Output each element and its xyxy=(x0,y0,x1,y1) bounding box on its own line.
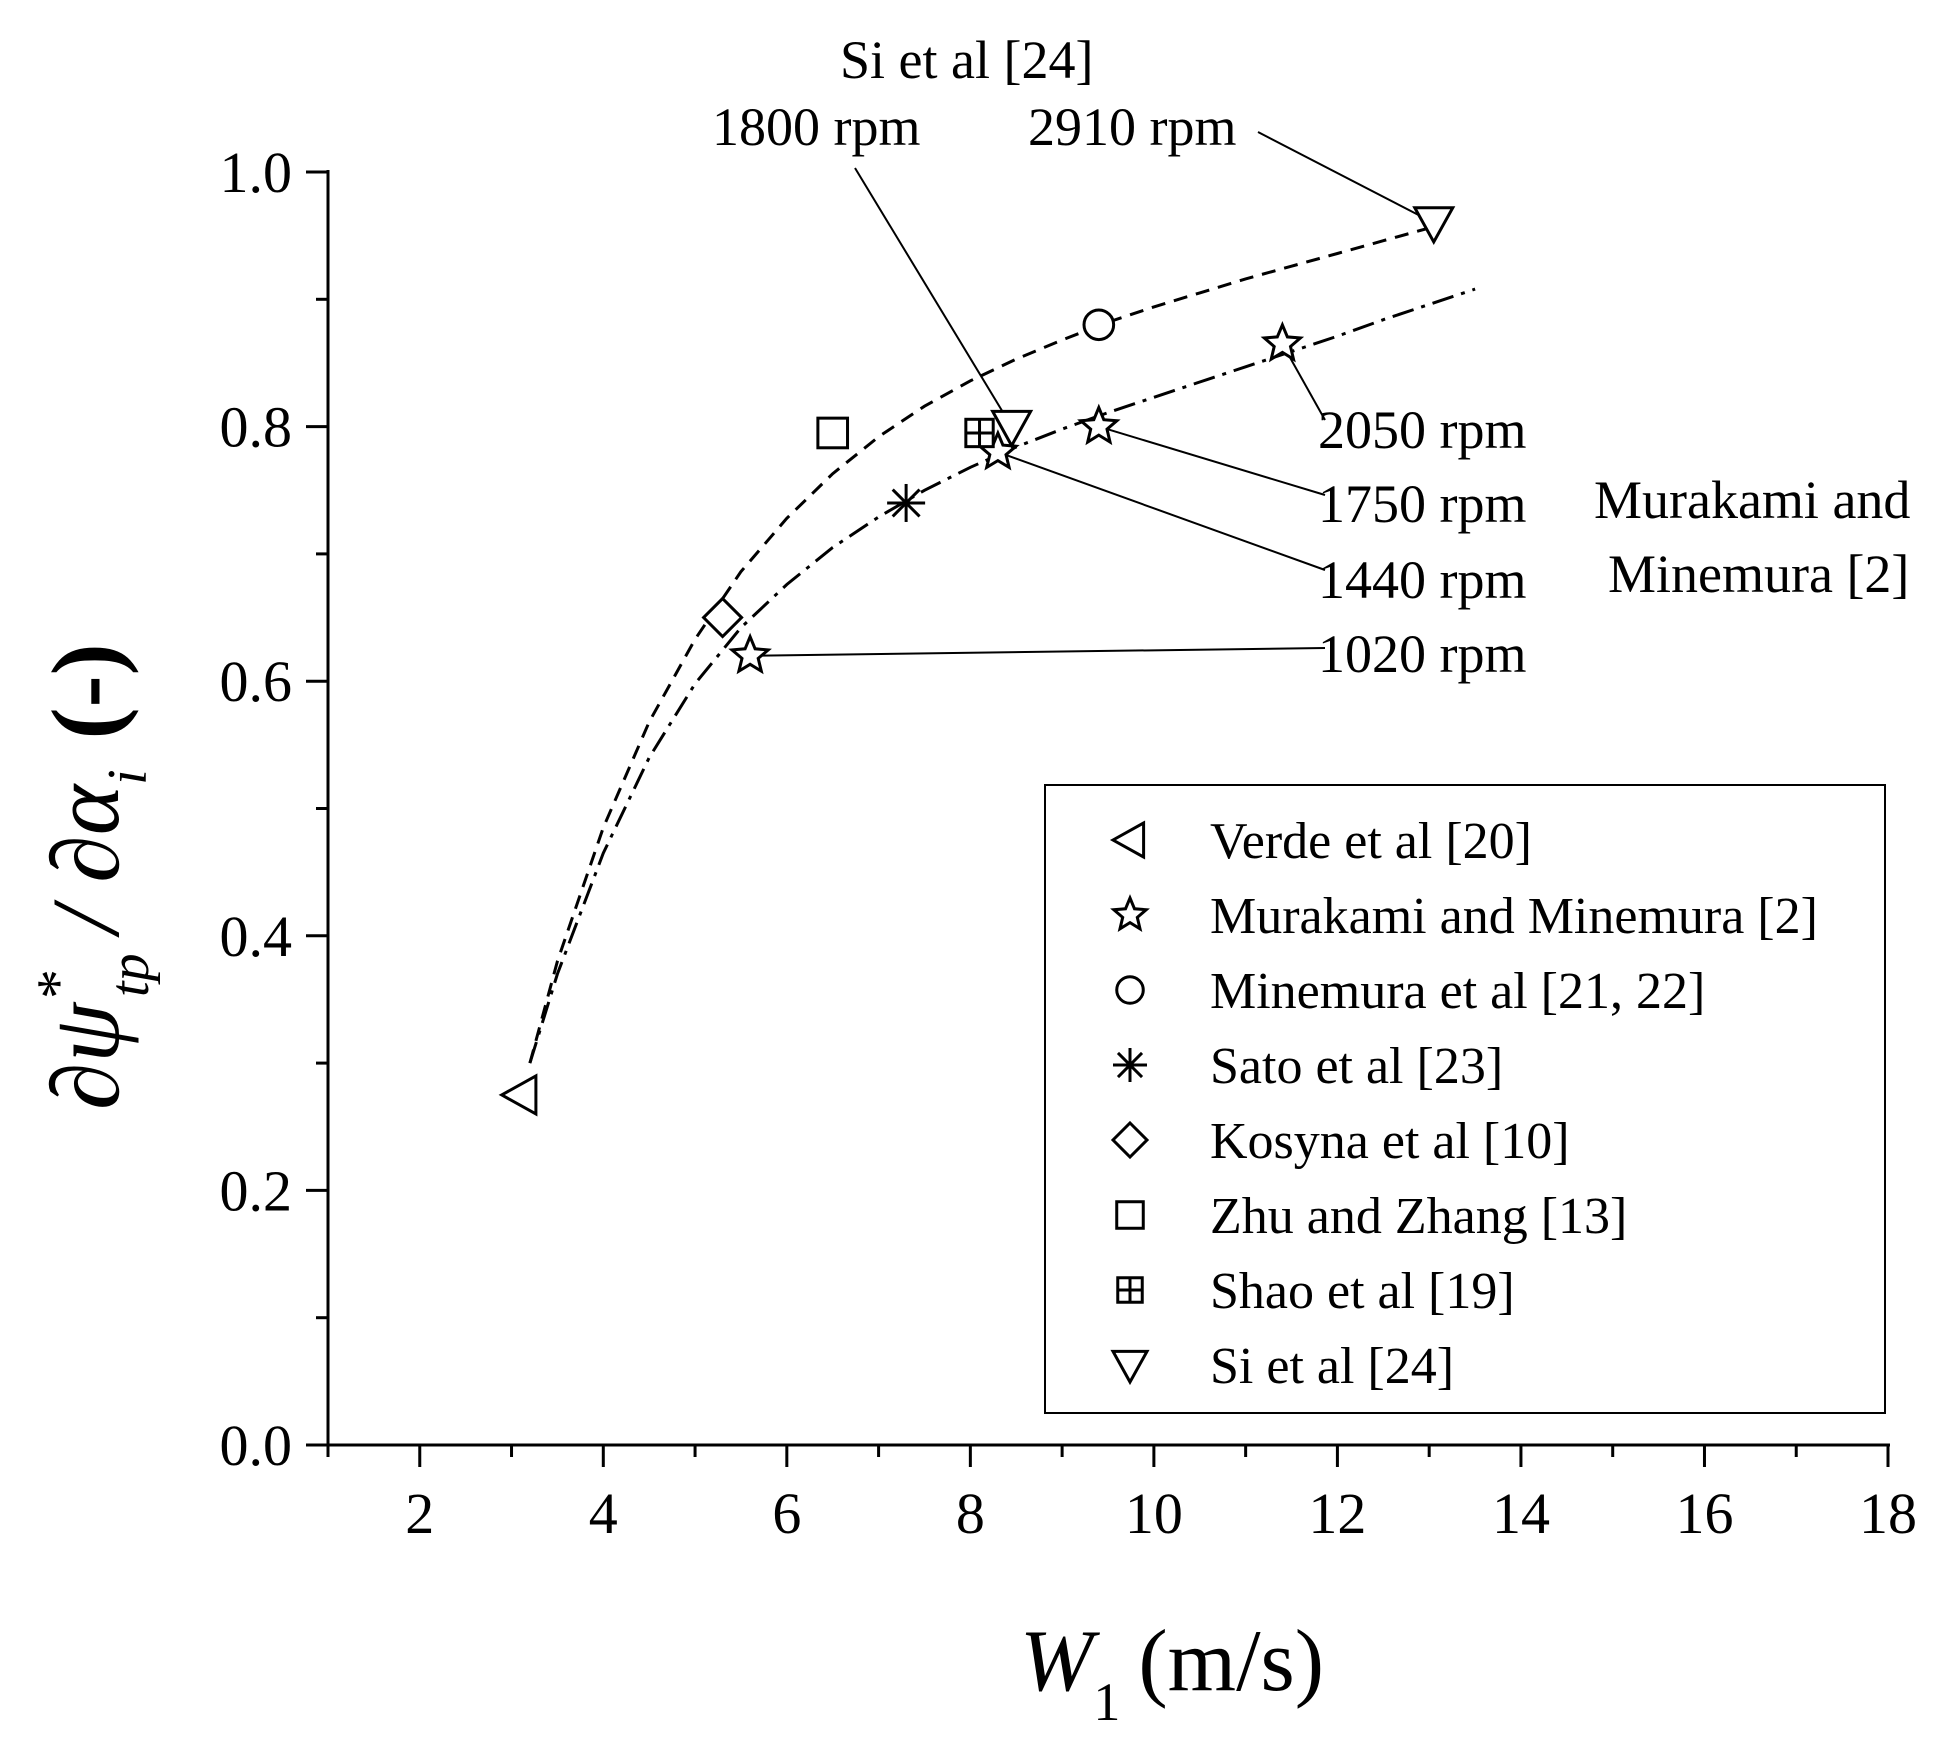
y-axis-title-sub: tp xyxy=(99,953,161,997)
legend-marker-asterisk xyxy=(1113,1048,1147,1082)
star-shape xyxy=(1077,403,1121,446)
annotation-2050-rpm: 2050 rpm xyxy=(1318,400,1527,460)
data-point-circle xyxy=(1082,308,1116,342)
data-points xyxy=(498,206,1456,1117)
annotation-2910-rpm: 2910 rpm xyxy=(1028,97,1237,157)
x-tick-label: 18 xyxy=(1859,1481,1917,1546)
annotation-leaders xyxy=(750,131,1435,657)
x-tick-label: 16 xyxy=(1675,1481,1733,1546)
legend-marker-star xyxy=(1110,894,1150,932)
circle-shape xyxy=(1115,975,1145,1005)
curve-dash-dot-fit xyxy=(528,287,1476,1064)
legend-label: Zhu and Zhang [13] xyxy=(1210,1188,1627,1245)
x-axis-title: W1 (m/s) xyxy=(1020,1613,1324,1732)
legend-label: Minemura et al [21, 22] xyxy=(1210,963,1705,1020)
y-axis-title-sup: * xyxy=(25,969,91,999)
annotation-murakami-line2: Minemura [2] xyxy=(1608,544,1909,604)
y-axis-title-numer: ∂ψ xyxy=(32,1002,139,1110)
legend-box xyxy=(1044,784,1886,1414)
fit-curves xyxy=(528,226,1476,1064)
legend-marker-square-plus xyxy=(1116,1276,1144,1304)
legend-marker-triangle-left xyxy=(1109,820,1146,860)
diamond-shape xyxy=(1110,1120,1150,1160)
square-shape xyxy=(1115,1200,1145,1230)
legend-marker-diamond xyxy=(1110,1120,1150,1160)
legend: Verde et al [20] Murakami and Minemura [2… xyxy=(1044,784,1886,1414)
data-point-star xyxy=(1077,403,1121,446)
y-tick-label: 0.6 xyxy=(220,649,293,714)
legend-label: Shao et al [19] xyxy=(1210,1263,1515,1320)
asterisk-stroke xyxy=(891,488,921,518)
star-shape xyxy=(1110,894,1150,932)
x-axis-title-units: (m/s) xyxy=(1138,1613,1324,1710)
data-point-triangle-down xyxy=(990,409,1034,449)
annotation-si-group: Si et al [24] xyxy=(840,30,1093,90)
leader-line xyxy=(854,167,1013,428)
annotation-murakami-line1: Murakami and xyxy=(1594,470,1910,530)
data-point-square xyxy=(816,416,850,450)
x-tick-label: 10 xyxy=(1125,1481,1183,1546)
data-point-diamond xyxy=(701,596,744,639)
leader-line xyxy=(1257,131,1435,224)
triangle-down-shape xyxy=(990,409,1034,449)
leader-line xyxy=(750,647,1326,657)
x-tick-label: 12 xyxy=(1308,1481,1366,1546)
triangle-down-shape xyxy=(1110,1349,1150,1386)
x-axis-title-sub: 1 xyxy=(1093,1672,1120,1732)
square-shape xyxy=(816,416,850,450)
legend-label: Verde et al [20] xyxy=(1210,813,1532,870)
legend-entries: Verde et al [20] Murakami and Minemura [2… xyxy=(1109,813,1818,1395)
y-tick-label: 1.0 xyxy=(220,140,293,205)
tick-labels: 2 4 6 8 10 12 14 16 18 0.0 0.2 0.4 0.6 0.8 1.0 xyxy=(220,140,1918,1546)
y-tick-label: 0.4 xyxy=(220,904,293,969)
data-point-square-plus xyxy=(964,417,995,449)
data-point-triangle-left xyxy=(498,1073,538,1117)
data-point-asterisk xyxy=(887,483,926,522)
annotations: Si et al [24] 1800 rpm 2910 rpm 2050 rpm… xyxy=(712,30,1910,684)
legend-label: Kosyna et al [10] xyxy=(1210,1113,1570,1170)
x-axis-title-main: W xyxy=(1020,1613,1100,1710)
annotation-1020-rpm: 1020 rpm xyxy=(1318,624,1527,684)
asterisk-stroke xyxy=(1116,1051,1144,1079)
x-tick-label: 6 xyxy=(772,1481,801,1546)
annotation-1440-rpm: 1440 rpm xyxy=(1318,550,1527,610)
annotation-1800-rpm: 1800 rpm xyxy=(712,97,921,157)
x-tick-label: 4 xyxy=(589,1481,618,1546)
triangle-left-shape xyxy=(1109,820,1146,860)
data-point-triangle-down xyxy=(1412,206,1456,246)
leader-line xyxy=(997,451,1326,571)
circle-shape xyxy=(1082,308,1116,342)
legend-marker-triangle-down xyxy=(1110,1349,1150,1386)
y-axis-title-units: (-) xyxy=(32,643,139,739)
y-axis-title-denom-sub: i xyxy=(97,769,159,785)
diamond-shape xyxy=(701,596,744,639)
star-shape xyxy=(728,632,772,675)
y-axis-title: ∂ψ* tp / ∂αi (-) xyxy=(25,643,161,1110)
legend-marker-circle xyxy=(1115,975,1145,1005)
triangle-left-shape xyxy=(498,1073,538,1117)
y-axis-title-denom: / ∂α xyxy=(32,783,139,938)
y-tick-label: 0.0 xyxy=(220,1413,293,1478)
legend-marker-square xyxy=(1115,1200,1145,1230)
x-tick-label: 2 xyxy=(405,1481,434,1546)
data-point-star xyxy=(728,632,772,675)
ticks xyxy=(306,170,1890,1467)
legend-label: Murakami and Minemura [2] xyxy=(1210,888,1818,945)
triangle-down-shape xyxy=(1412,206,1456,246)
annotation-1750-rpm: 1750 rpm xyxy=(1318,474,1527,534)
legend-label: Sato et al [23] xyxy=(1210,1038,1503,1095)
y-tick-label: 0.8 xyxy=(220,395,293,460)
star-shape xyxy=(1260,321,1305,363)
curve-dashed-fit xyxy=(528,226,1430,1064)
data-point-star xyxy=(1260,321,1305,363)
x-tick-label: 14 xyxy=(1492,1481,1550,1546)
leader-line xyxy=(1098,425,1326,496)
y-tick-label: 0.2 xyxy=(220,1158,293,1223)
x-tick-label: 8 xyxy=(956,1481,985,1546)
legend-label: Si et al [24] xyxy=(1210,1338,1454,1395)
